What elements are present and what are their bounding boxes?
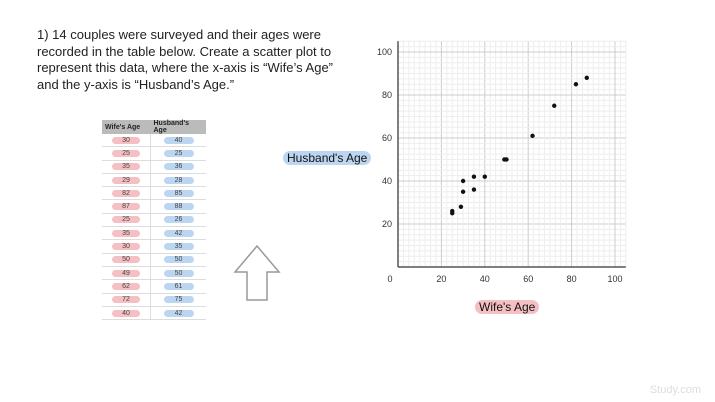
- y-tick-label: 20: [382, 219, 392, 229]
- table-row: 29 28: [102, 173, 206, 188]
- x-tick-label: 80: [567, 274, 577, 284]
- wife-age-cell: 87: [112, 203, 140, 211]
- wife-age-cell: 40: [112, 309, 140, 317]
- table-row: 25 25: [102, 146, 206, 161]
- ages-table: Wife's Age Husband's Age 30 40 25 25 35 36 29 28…: [102, 120, 206, 321]
- up-arrow-icon: [233, 244, 281, 301]
- scatter-plot: 0 20 40 60 80 100 20 40 60 80 100: [377, 40, 627, 284]
- data-point: [471, 187, 477, 192]
- husband-age-cell: 50: [163, 269, 194, 277]
- table-row: 72 75: [102, 293, 206, 307]
- data-point: [502, 157, 507, 162]
- table-row: 35 36: [102, 160, 206, 174]
- husband-age-cell: 26: [163, 216, 194, 224]
- x-tick-label: 20: [436, 274, 446, 284]
- x-tick-label: 100: [607, 274, 622, 284]
- wife-age-cell: 72: [112, 296, 140, 304]
- husband-age-cell: 42: [163, 309, 194, 317]
- husband-age-cell: 25: [163, 149, 194, 157]
- x-tick-label: 60: [523, 274, 533, 284]
- question-text: 1) 14 couples were surveyed and their ag…: [37, 27, 333, 92]
- table-row: 87 88: [102, 199, 206, 214]
- header-husband-age: Husband's Age: [150, 120, 206, 134]
- data-point: [460, 178, 466, 184]
- header-wife-age: Wife's Age: [102, 120, 151, 134]
- data-point: [530, 133, 535, 139]
- watermark: Study.com: [649, 384, 701, 396]
- wife-age-cell: 62: [112, 282, 140, 290]
- wife-age-cell: 50: [112, 256, 140, 264]
- data-point: [552, 103, 557, 108]
- husband-age-cell: 42: [163, 229, 194, 237]
- wife-age-cell: 82: [112, 189, 140, 197]
- husband-age-cell: 88: [163, 203, 194, 211]
- y-tick-label: 80: [382, 90, 392, 100]
- table-row: 35 42: [102, 226, 206, 241]
- wife-age-cell: 35: [112, 163, 140, 171]
- husband-age-cell: 40: [163, 136, 194, 144]
- wife-age-cell: 25: [112, 149, 140, 157]
- wife-age-cell: 25: [112, 216, 140, 224]
- data-point: [584, 75, 589, 80]
- wife-age-cell: 29: [112, 176, 140, 184]
- data-point: [458, 204, 464, 209]
- y-tick-label: 40: [382, 176, 392, 186]
- x-tick-label: 0: [387, 274, 392, 284]
- table-row: 50 50: [102, 253, 206, 267]
- wife-age-cell: 30: [112, 136, 140, 144]
- wife-age-cell: 30: [112, 243, 140, 251]
- husband-age-cell: 50: [163, 256, 194, 264]
- husband-age-cell: 28: [163, 176, 194, 184]
- y-tick-label: 100: [377, 47, 392, 57]
- husband-age-cell: 36: [163, 163, 194, 171]
- data-point: [460, 189, 466, 194]
- table-row: 82 85: [102, 186, 206, 201]
- table-row: 30 40: [102, 134, 206, 148]
- husband-age-cell: 35: [163, 243, 194, 251]
- data-point: [482, 174, 487, 179]
- husband-age-cell: 85: [163, 189, 194, 197]
- x-tick-label: 40: [480, 274, 490, 284]
- table-row: 49 50: [102, 266, 206, 281]
- x-axis-label: Wife's Age: [475, 300, 540, 314]
- table-row: 62 61: [102, 279, 206, 294]
- y-axis-label: Husband's Age: [283, 151, 372, 165]
- husband-age-cell: 75: [163, 296, 194, 304]
- table-row: 25 26: [102, 213, 206, 228]
- wife-age-cell: 49: [112, 269, 140, 277]
- data-point: [573, 82, 579, 87]
- table-row: 40 42: [102, 306, 206, 321]
- data-point: [471, 174, 477, 179]
- table-row: 30 35: [102, 239, 206, 254]
- wife-age-cell: 35: [112, 229, 140, 237]
- husband-age-cell: 61: [163, 282, 194, 290]
- data-point: [450, 208, 455, 214]
- y-tick-label: 60: [382, 133, 392, 143]
